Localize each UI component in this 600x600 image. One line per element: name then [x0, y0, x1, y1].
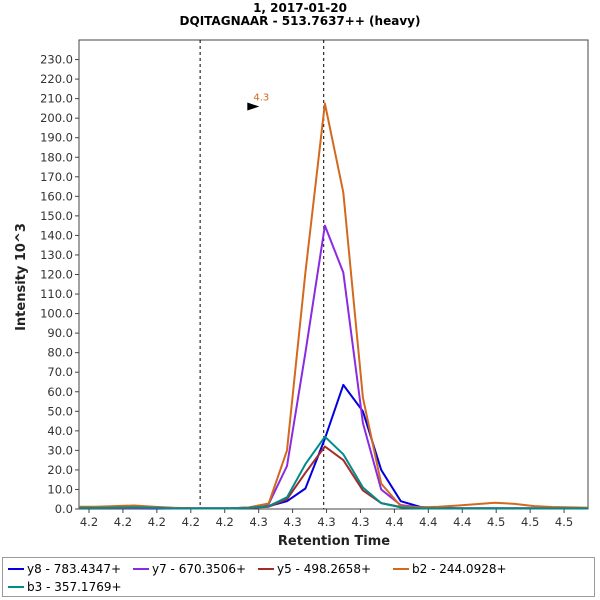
legend-swatch	[258, 567, 274, 570]
legend-label: y5 - 498.2658+	[277, 562, 372, 576]
legend-item: b3 - 357.1769+	[8, 579, 122, 595]
plot-frame	[78, 39, 589, 510]
y-tick-label: 230.0	[40, 53, 73, 67]
y-tick-label: 30.0	[47, 443, 73, 457]
y-tick-label: 110.0	[40, 287, 73, 301]
y-tick-label: 60.0	[47, 385, 73, 399]
legend-item: b2 - 244.0928+	[393, 561, 507, 577]
legend-label: b2 - 244.0928+	[412, 562, 507, 576]
y-tick-label: 170.0	[40, 170, 73, 184]
y-tick-label: 150.0	[40, 209, 73, 223]
legend-label: y8 - 783.4347+	[27, 562, 122, 576]
x-tick-label: 4.5	[555, 515, 573, 529]
x-tick-label: 4.2	[148, 515, 166, 529]
y-tick-label: 10.0	[47, 482, 73, 496]
y-tick-label: 40.0	[47, 424, 73, 438]
y-axis-label: Intensity 10^3	[14, 223, 29, 331]
peak-label: 4.3	[253, 93, 269, 104]
y-tick-label: 90.0	[47, 326, 73, 340]
y-tick-label: 0.0	[55, 502, 73, 516]
legend-label: y7 - 670.3506+	[152, 562, 247, 576]
y-tick-label: 120.0	[40, 268, 73, 282]
chart-subtitle: DQITAGNAAR - 513.7637++ (heavy)	[179, 14, 421, 28]
y-tick-label: 70.0	[47, 365, 73, 379]
chart-title: 1, 2017-01-20	[253, 1, 347, 15]
y-tick-label: 200.0	[40, 111, 73, 125]
y-tick-label: 140.0	[40, 228, 73, 242]
x-tick-label: 4.2	[114, 515, 132, 529]
y-tick-label: 100.0	[40, 307, 73, 321]
y-tick-label: 80.0	[47, 346, 73, 360]
peak-marker-icon	[247, 102, 260, 111]
x-tick-label: 4.2	[182, 515, 200, 529]
legend-swatch	[393, 567, 409, 570]
x-tick-label: 4.3	[250, 515, 268, 529]
y-tick-label: 160.0	[40, 189, 73, 203]
x-axis-label: Retention Time	[278, 534, 390, 549]
x-tick-label: 4.4	[419, 515, 437, 529]
x-tick-label: 4.5	[521, 515, 539, 529]
y-tick-label: 190.0	[40, 131, 73, 145]
x-tick-label: 4.5	[487, 515, 505, 529]
y-tick-label: 50.0	[47, 404, 73, 418]
x-tick-label: 4.3	[351, 515, 369, 529]
x-tick-label: 4.2	[216, 515, 234, 529]
legend-item: y8 - 783.4347+	[8, 561, 121, 577]
x-tick-label: 4.4	[453, 515, 471, 529]
legend-label: b3 - 357.1769+	[27, 580, 122, 594]
y-tick-label: 220.0	[40, 72, 73, 86]
legend-item: y7 - 670.3506+	[133, 561, 246, 577]
chart-legend: y8 - 783.4347+ y7 - 670.3506+ y5 - 498.265…	[2, 557, 595, 597]
y-tick-label: 210.0	[40, 92, 73, 106]
legend-swatch	[8, 585, 24, 588]
y-tick-label: 20.0	[47, 463, 73, 477]
legend-item: y5 - 498.2658+	[258, 561, 371, 577]
x-tick-label: 4.2	[80, 515, 98, 529]
chromatogram-chart: 0.0 10.0 20.0 30.0 40.0 50.0 60.0 70.0 80.0 90.0 1…	[14, 39, 589, 549]
legend-swatch	[8, 567, 24, 570]
series-line-5	[79, 435, 588, 510]
x-tick-label: 4.4	[385, 515, 403, 529]
x-tick-label: 4.3	[283, 515, 301, 529]
x-tick-label: 4.3	[317, 515, 335, 529]
legend-swatch	[133, 567, 149, 570]
y-tick-label: 130.0	[40, 248, 73, 262]
y-tick-label: 180.0	[40, 150, 73, 164]
